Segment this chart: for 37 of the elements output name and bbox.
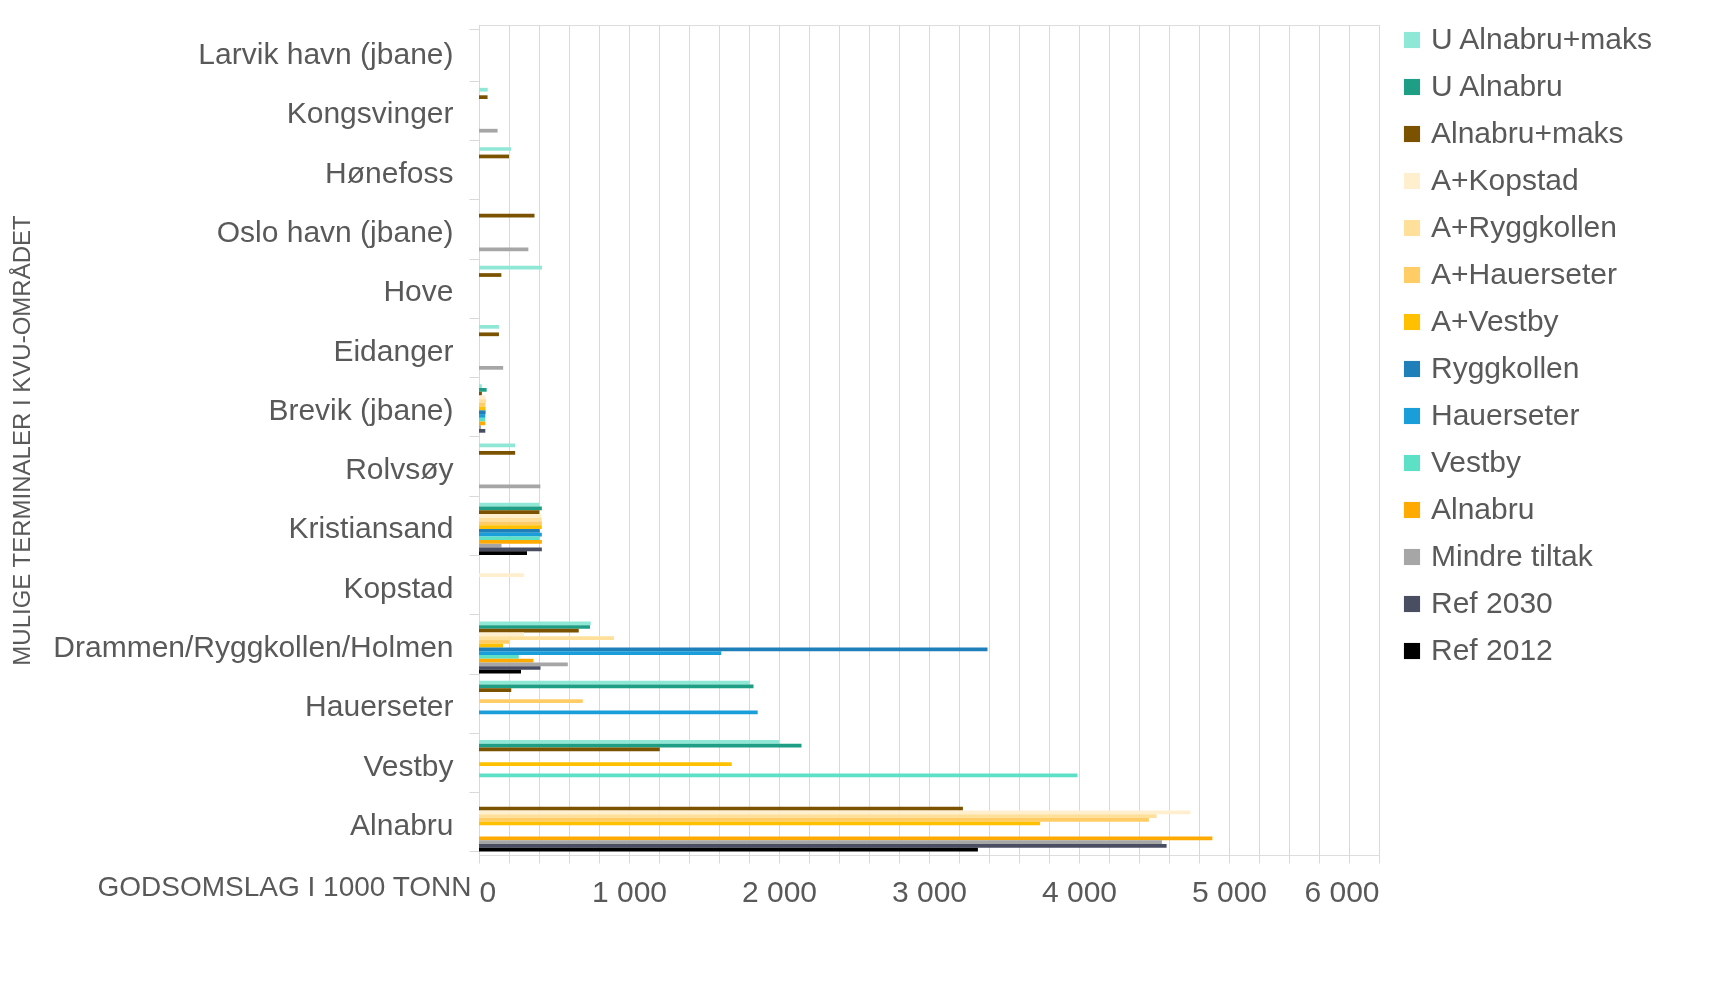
x-tick-label: 1 000 [591,874,668,908]
y-tick-label: Kongsvinger [286,96,454,130]
legend-label: Ryggkollen [1431,351,1580,384]
y-tick-label: Hønefoss [325,155,454,189]
legend-label: A+Vestby [1431,304,1559,337]
y-tick-label: Oslo havn (jbane) [216,215,454,248]
x-axis-title: GODSOMSLAG I 1000 TONN [97,870,472,902]
x-tick-label: 2 000 [741,874,818,908]
legend-label: U Alnabru+maks [1431,22,1652,55]
legend-label: Ref 2030 [1431,586,1553,619]
x-tick-label: 4 000 [1041,874,1118,908]
legend-label: A+Kopstad [1431,163,1579,196]
y-axis-title: MULIGE TERMINALER I KVU-OMRÅDET [7,215,35,666]
legend-label: Alnabru+maks [1431,116,1624,149]
y-tick-label: Vestby [363,748,454,782]
legend-label: Ref 2012 [1431,633,1553,666]
y-tick-label: Larvik havn (jbane) [198,37,454,71]
y-tick-label: Hauerseter [305,689,454,723]
y-tick-label: Kristiansand [288,511,454,545]
x-tick-label: 3 000 [891,874,968,908]
x-tick-label: 0 [479,874,497,908]
y-tick-label: Kopstad [343,570,454,604]
x-tick-label: 5 000 [1191,874,1268,908]
legend-label: U Alnabru [1431,69,1563,102]
y-tick-label: Brevik (jbane) [268,392,454,426]
x-tick-label: 6 000 [1304,874,1380,908]
y-tick-label: Eidanger [333,333,454,367]
y-tick-label: Drammen/Ryggkollen/Holmen [53,630,454,663]
y-tick-label: Alnabru [350,807,454,841]
legend-label: Alnabru [1431,492,1535,525]
legend-label: A+Ryggkollen [1431,210,1617,243]
legend-label: A+Hauerseter [1431,257,1617,290]
legend-label: Mindre tiltak [1431,539,1594,572]
y-tick-label: Rolvsøy [345,452,454,486]
y-tick-label: Hove [383,274,454,308]
legend-label: Vestby [1431,445,1522,478]
legend-label: Hauerseter [1431,398,1580,431]
